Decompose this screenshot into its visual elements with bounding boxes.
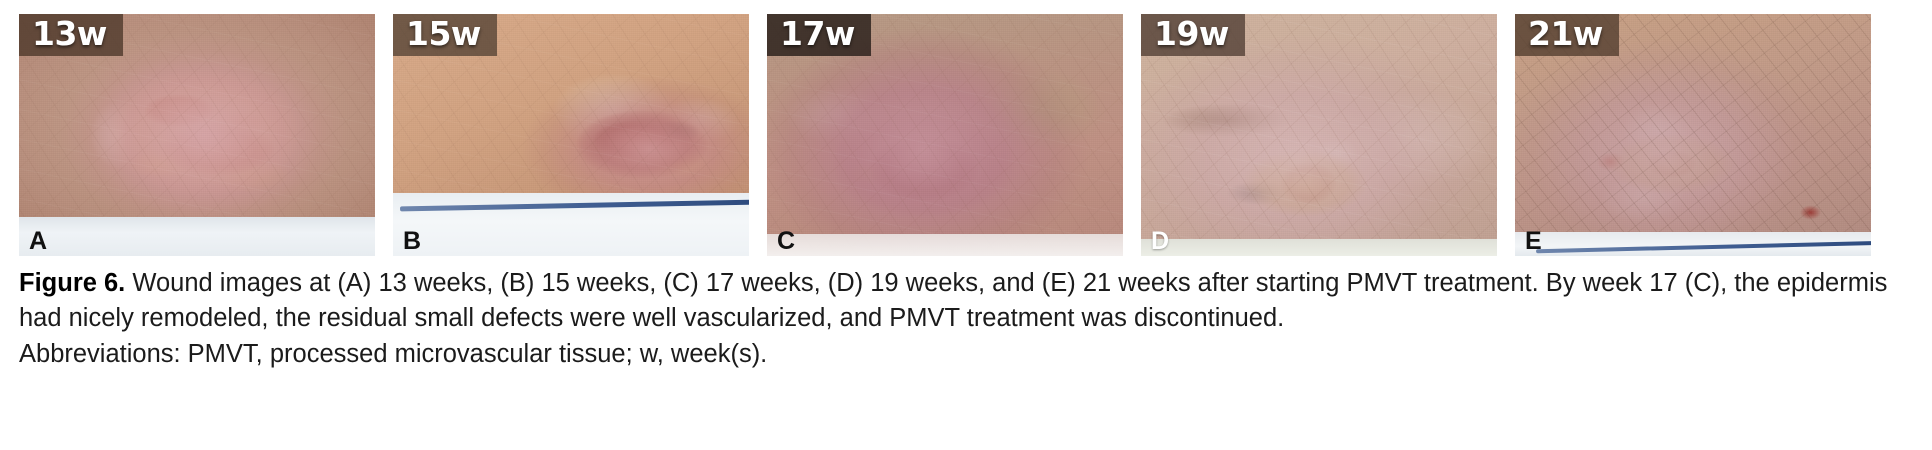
week-label-a: 13w	[32, 14, 107, 53]
week-label-c: 17w	[780, 14, 855, 53]
week-label-b: 15w	[406, 14, 481, 53]
panel-letter-c: C	[777, 227, 796, 255]
week-label-d: 19w	[1154, 14, 1229, 53]
panel-letter-a: A	[29, 227, 48, 255]
wound-panel-d[interactable]: 19w D	[1141, 14, 1497, 256]
wound-panel-b[interactable]: 15w B	[393, 14, 749, 256]
figure-caption: Figure 6. Wound images at (A) 13 weeks, …	[19, 266, 1913, 372]
wound-panel-a[interactable]: 13w A	[19, 14, 375, 256]
week-badge-b: 15w	[393, 14, 497, 56]
figure-number-label: Figure 6.	[19, 269, 126, 297]
panel-letter-d: D	[1151, 227, 1170, 255]
wound-panel-e[interactable]: 21w E	[1515, 14, 1871, 256]
caption-abbreviations: Abbreviations: PMVT, processed microvasc…	[19, 340, 768, 368]
week-badge-d: 19w	[1141, 14, 1245, 56]
wound-photo-week-13	[19, 14, 375, 256]
week-badge-c: 17w	[767, 14, 871, 56]
wound-image-panel-strip: 13w A 15w B	[19, 14, 1913, 256]
wound-panel-c[interactable]: 17w C	[767, 14, 1123, 256]
caption-main: Figure 6. Wound images at (A) 13 weeks, …	[19, 266, 1913, 336]
week-label-e: 21w	[1528, 14, 1603, 53]
panel-letter-b: B	[403, 227, 422, 255]
week-badge-e: 21w	[1515, 14, 1619, 56]
panel-letter-e: E	[1525, 227, 1542, 255]
week-badge-a: 13w	[19, 14, 123, 56]
caption-body-text: Wound images at (A) 13 weeks, (B) 15 wee…	[19, 269, 1888, 332]
